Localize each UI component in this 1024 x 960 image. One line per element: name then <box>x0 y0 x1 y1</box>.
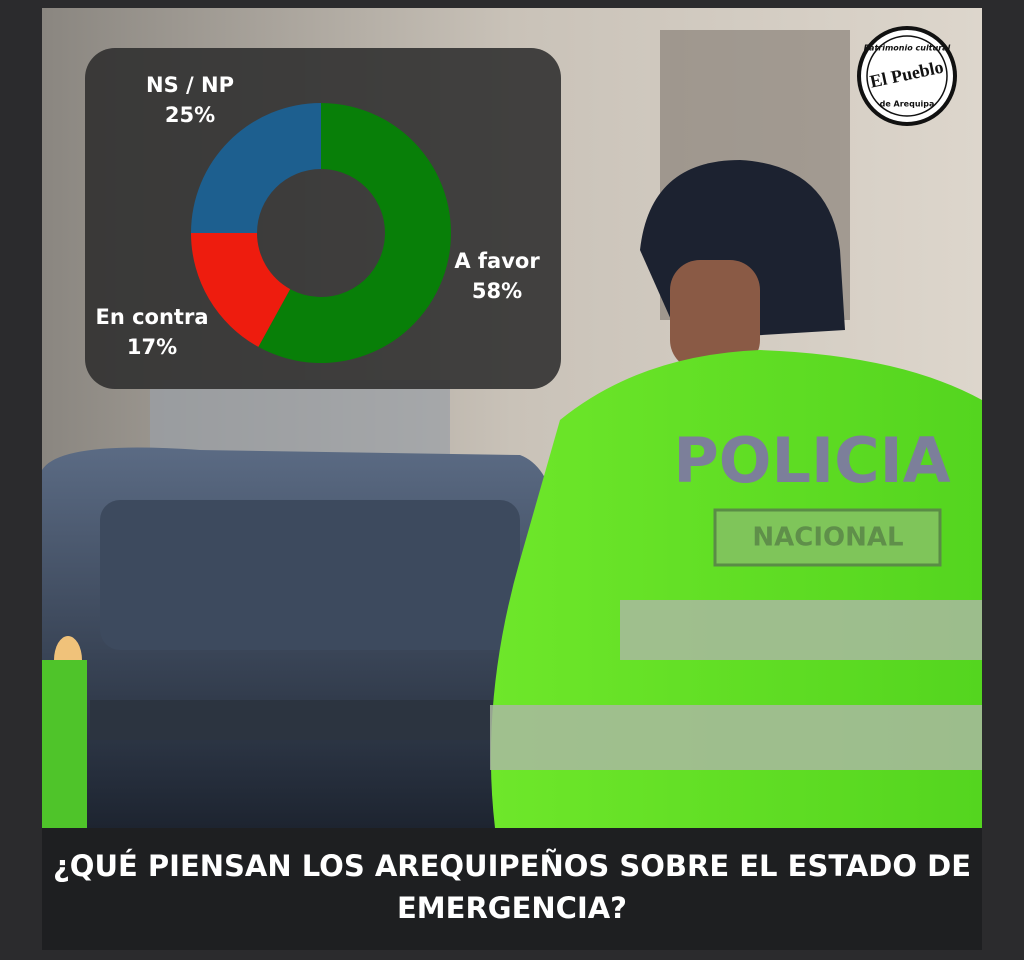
headline: EMERGENCIA? <box>397 891 627 925</box>
caption-band <box>42 828 982 950</box>
logo-top: Patrimonio cultural <box>864 44 951 53</box>
vest-text: NACIONAL <box>752 523 903 553</box>
chart-panel <box>85 48 561 389</box>
segment-label: En contra <box>96 305 209 329</box>
headline: ¿QUÉ PIENSAN LOS AREQUIPEÑOS SOBRE EL ES… <box>53 849 971 883</box>
donut-segment <box>258 103 451 363</box>
vest-text: POLICIA <box>673 424 950 497</box>
value-label: 25% <box>165 103 215 127</box>
donut-segment <box>191 103 321 233</box>
logo: Patrimonio cultural El Pueblo de Arequip… <box>857 26 957 126</box>
value-label: 17% <box>127 335 177 359</box>
segment-label: A favor <box>454 249 540 273</box>
segment-label: NS / NP <box>146 73 234 97</box>
logo-bottom: de Arequipa <box>880 100 935 109</box>
value-label: 58% <box>472 279 522 303</box>
chart: A favor 58% En contra 17% NS / NP 25% <box>96 73 540 363</box>
photo: POLICIA NACIONAL <box>42 8 982 828</box>
donut-segment <box>191 233 291 347</box>
